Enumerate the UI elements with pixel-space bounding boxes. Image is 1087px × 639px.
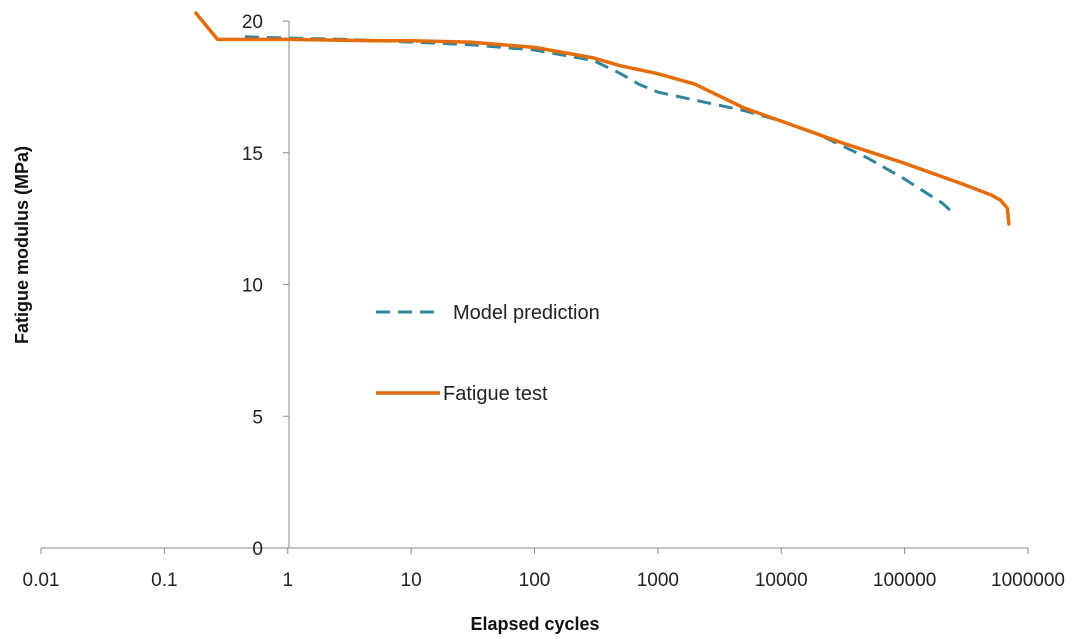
x-tick-label: 100000 [873, 570, 936, 591]
x-tick-label: 1 [282, 570, 293, 591]
y-tick-label: 10 [242, 276, 263, 297]
y-tick-label: 20 [242, 12, 263, 33]
y-tick-label: 5 [252, 407, 263, 428]
x-tick-label: 0.01 [23, 570, 60, 591]
x-axis-title: Elapsed cycles [470, 614, 599, 634]
x-tick-label: 0.1 [151, 570, 177, 591]
series-line-fatigue-test [194, 11, 1011, 226]
x-tick-label: 10000 [755, 570, 808, 591]
x-tick-label: 100 [519, 570, 551, 591]
y-tick-label: 15 [242, 144, 263, 165]
x-tick-label: 1000 [637, 570, 679, 591]
legend-label-model-prediction: Model prediction [453, 302, 600, 324]
legend: Model prediction Fatigue test [376, 302, 600, 405]
x-tick-label: 1000000 [991, 570, 1065, 591]
legend-label-fatigue-test: Fatigue test [443, 383, 548, 405]
y-axis-title: Fatigue modulus (MPa) [12, 146, 32, 344]
tick-labels: 0.01 0.1 1 10 100 1000 10000 100000 1000000 0 5 10 1… [23, 12, 1065, 591]
x-tick-label: 10 [401, 570, 422, 591]
axes [40, 20, 1029, 554]
series-line-model-prediction [244, 35, 955, 215]
y-tick-label: 0 [252, 539, 263, 560]
series-lines [194, 11, 1011, 226]
